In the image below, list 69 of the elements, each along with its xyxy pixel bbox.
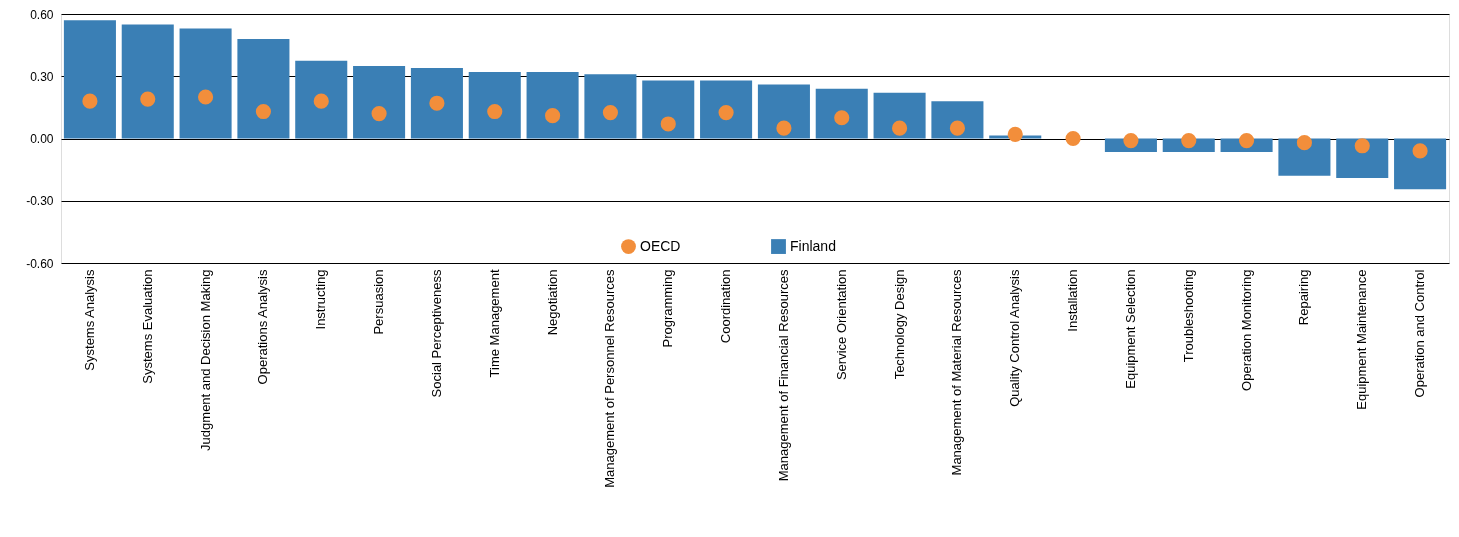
point (660, 116, 676, 132)
bar (468, 72, 521, 139)
bar (700, 80, 753, 139)
x-tick-label: Operations Analysis (255, 269, 271, 385)
bar (1394, 138, 1447, 190)
x-tick-label: Equipment Selection (1122, 269, 1138, 389)
x-tick-label: Technology Design (891, 269, 907, 380)
point (1181, 133, 1197, 149)
point (776, 120, 792, 136)
point (429, 95, 445, 111)
bar (410, 67, 463, 139)
x-tick-label: Social Perceptiveness (428, 269, 444, 398)
x-tick-label: Operation and Control (1412, 269, 1428, 398)
x-tick-label: Operation Monitoring (1238, 269, 1254, 391)
x-tick-label: Time Management (486, 269, 502, 378)
point (892, 120, 908, 136)
bar (237, 38, 290, 139)
bar (63, 20, 116, 139)
point (1296, 135, 1312, 151)
x-tick-label: Repairing (1296, 269, 1312, 326)
bar (1336, 138, 1389, 178)
bar (526, 72, 579, 139)
y-tick-label: -0.60 (26, 256, 54, 271)
point (1412, 143, 1428, 159)
x-tick-label: Quality Control Analysis (1007, 269, 1023, 407)
y-tick-label: 0.00 (30, 132, 54, 146)
bar (931, 101, 984, 139)
point (255, 103, 271, 120)
point (82, 93, 98, 109)
y-tick-label: 0.60 (30, 7, 54, 22)
bar (179, 28, 232, 139)
legend-label: OECD (640, 237, 681, 254)
x-tick-label: Service Orientation (833, 269, 849, 381)
bar (353, 65, 406, 139)
point (1007, 126, 1023, 142)
x-tick-label: Systems Analysis (81, 269, 97, 371)
point (1354, 138, 1370, 154)
y-tick-label: 0.30 (30, 69, 54, 84)
x-tick-label: Instructing (313, 269, 329, 330)
point (1065, 130, 1081, 147)
bar (1278, 138, 1331, 176)
point (1123, 133, 1139, 149)
point (313, 93, 329, 109)
x-tick-label: Systems Evaluation (139, 269, 155, 384)
bar (873, 92, 926, 139)
point (371, 106, 387, 122)
x-tick-label: Equipment Maintenance (1354, 269, 1370, 410)
point (198, 89, 214, 105)
bar (757, 84, 810, 139)
point (545, 108, 561, 124)
point (1239, 133, 1255, 149)
x-tick-label: Management of Personnel Resources (602, 269, 618, 488)
bar (642, 80, 695, 139)
x-tick-label: Coordination (718, 269, 734, 344)
x-tick-label: Installation (1065, 269, 1081, 332)
bar (295, 60, 348, 139)
bar (584, 74, 637, 139)
x-tick-label: Management of Material Resources (949, 269, 965, 476)
x-tick-label: Persuasion (371, 269, 387, 335)
x-tick-label: Negotiation (544, 269, 560, 336)
point (140, 91, 156, 107)
x-tick-label: Judgment and Decision Making (197, 269, 213, 451)
y-tick-label: -0.30 (26, 194, 54, 209)
bar (815, 88, 868, 139)
bar (121, 24, 174, 139)
x-tick-label: Troubleshooting (1180, 269, 1196, 363)
x-tick-label: Management of Financial Resources (775, 269, 791, 482)
legend-label: Finland (790, 237, 836, 254)
x-tick-label: Programming (660, 269, 676, 348)
